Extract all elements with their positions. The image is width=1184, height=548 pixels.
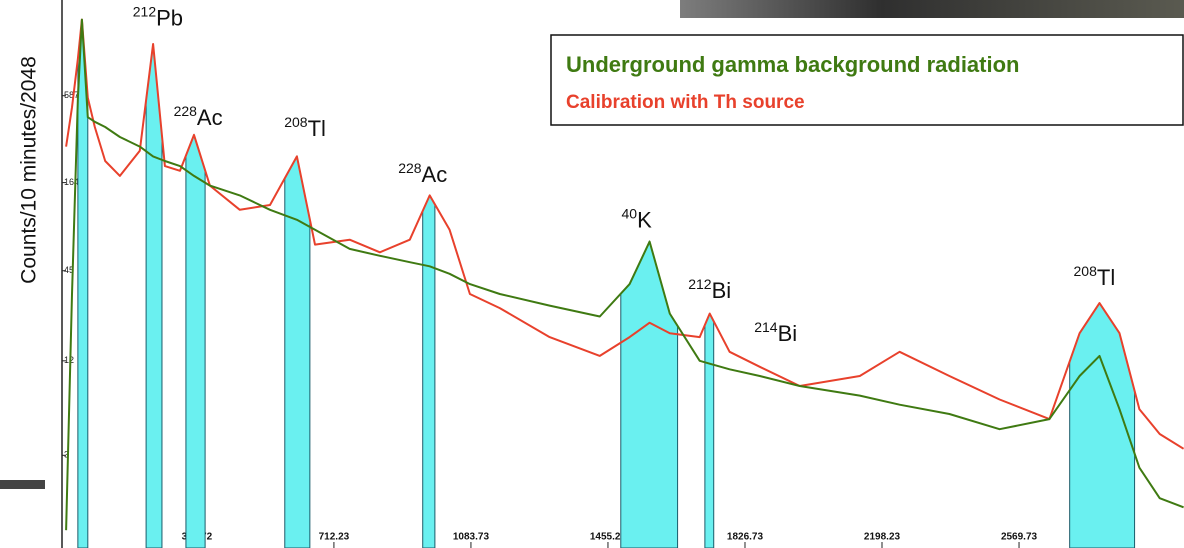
peak-element: Pb: [156, 5, 183, 30]
region-of-interest: [186, 135, 205, 548]
peak-label: 212Pb: [133, 3, 183, 30]
peak-element: Ac: [197, 105, 223, 130]
region-of-interest: [705, 314, 714, 548]
page: 58716445123340.72712.231083.731455.23182…: [0, 0, 1184, 548]
y-tick-label: 587: [64, 90, 79, 100]
peak-mass-number: 40: [622, 205, 638, 221]
peak-mass-number: 214: [754, 319, 778, 335]
x-tick-label: 2198.23: [864, 532, 901, 543]
peak-element: Bi: [778, 321, 798, 346]
x-tick-label: 712.23: [319, 532, 350, 543]
region-of-interest: [423, 195, 435, 548]
peak-label: 212Bi: [688, 276, 731, 303]
peak-label: 228Ac: [174, 103, 223, 130]
peak-mass-number: 208: [1074, 262, 1098, 278]
legend-entry: Underground gamma background radiation: [566, 52, 1019, 77]
y-axis-label: Counts/10 minutes/2048: [18, 56, 41, 284]
peak-element: K: [637, 207, 652, 232]
peak-mass-number: 212: [688, 276, 712, 292]
x-tick-label: 2569.73: [1001, 532, 1038, 543]
peak-mass-number: 228: [398, 160, 422, 176]
y-tick-label: 164: [64, 177, 79, 187]
region-of-interest: [621, 242, 678, 548]
legend-entry: Calibration with Th source: [566, 92, 805, 113]
peak-label: 208Tl: [284, 114, 326, 141]
y-tick-label: 12: [64, 355, 74, 365]
chart: 58716445123340.72712.231083.731455.23182…: [0, 0, 1184, 548]
peak-mass-number: 228: [174, 103, 198, 119]
peak-label: 214Bi: [754, 319, 797, 346]
x-tick-label: 1826.73: [727, 532, 764, 543]
slide-decoration: [0, 480, 45, 489]
peak-label: 40K: [622, 205, 653, 232]
photo-strip: [680, 0, 1184, 18]
peak-label: 208Tl: [1074, 262, 1116, 289]
peak-mass-number: 208: [284, 114, 308, 130]
peak-element: Tl: [308, 116, 326, 141]
peak-element: Ac: [422, 162, 448, 187]
region-of-interest: [285, 156, 310, 548]
x-tick-label: 1083.73: [453, 532, 490, 543]
peak-label: 228Ac: [398, 160, 447, 187]
peak-mass-number: 212: [133, 3, 157, 19]
peak-element: Bi: [712, 278, 732, 303]
peak-element: Tl: [1097, 265, 1115, 290]
